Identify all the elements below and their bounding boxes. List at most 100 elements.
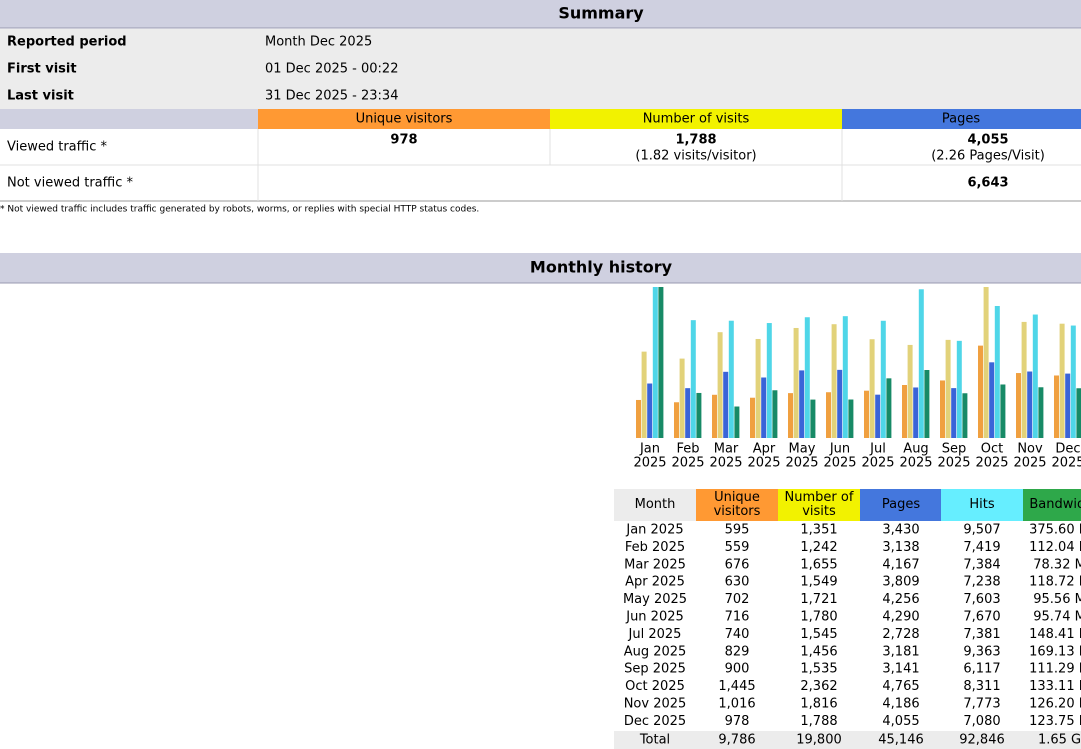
bar <box>989 362 995 438</box>
value-cell: 169.13 MB <box>1029 644 1081 659</box>
bar <box>728 320 734 438</box>
bar <box>907 344 913 438</box>
header-wrap: Hits <box>969 497 995 512</box>
row-label: Viewed traffic * <box>7 140 107 155</box>
bar <box>772 390 778 438</box>
bar <box>869 339 875 438</box>
value-cell: 2,728 <box>882 627 919 642</box>
bar <box>956 340 962 438</box>
bar <box>674 402 679 438</box>
bar <box>793 327 799 438</box>
pages-value: 6,643 <box>967 176 1008 191</box>
bar <box>1076 388 1081 438</box>
value-cell: 78.32 MB <box>1033 557 1081 572</box>
bar <box>652 287 658 438</box>
value-cell: 1,721 <box>800 592 837 607</box>
value-cell: 118.72 MB <box>1029 575 1081 590</box>
column-header: Number of visits <box>784 490 854 519</box>
bar <box>734 406 740 438</box>
bar <box>864 390 869 438</box>
bar <box>723 371 729 438</box>
x-tick-label: Nov <box>1017 442 1043 457</box>
value-cell: 4,765 <box>882 679 919 694</box>
bar <box>636 399 641 438</box>
month-cell: Oct 2025 <box>625 679 685 694</box>
bar <box>766 323 772 438</box>
value-cell: 1,456 <box>800 644 837 659</box>
value-cell: 4,256 <box>882 592 919 607</box>
x-tick-label: Aug <box>903 442 928 457</box>
value-cell: 2,362 <box>800 679 837 694</box>
value-cell: 740 <box>725 627 750 642</box>
x-tick-label: Jul <box>869 442 886 457</box>
history-title-bar <box>0 253 1081 283</box>
visits-value: 1,788 <box>675 133 716 148</box>
total-cell: 9,786 <box>718 733 755 748</box>
x-tick-label: Mar <box>714 442 739 457</box>
value-cell: 630 <box>725 575 750 590</box>
column-header: Hits <box>969 497 995 512</box>
info-label: First visit <box>7 62 77 77</box>
table-header-cell <box>860 489 942 521</box>
month-cell: Jul 2025 <box>628 627 682 642</box>
bar <box>848 399 854 438</box>
value-cell: 1,780 <box>800 610 837 625</box>
value-cell: 9,363 <box>963 644 1000 659</box>
x-tick-label: Apr <box>753 442 776 457</box>
summary-title-bar <box>0 0 1081 28</box>
summary-info-bg <box>0 29 1081 109</box>
column-header: Number of visits <box>643 112 750 127</box>
value-cell: 3,181 <box>882 644 919 659</box>
header-wrap: Pages <box>881 497 921 512</box>
x-tick-label: 2025 <box>861 456 894 471</box>
value-cell: 1,445 <box>718 679 755 694</box>
value-cell: 7,773 <box>963 697 1000 712</box>
value-cell: 1,549 <box>800 575 837 590</box>
column-header: Pages <box>881 497 921 512</box>
x-tick-label: 2025 <box>1013 456 1046 471</box>
table-header-cell <box>941 489 1023 521</box>
row-label: Not viewed traffic * <box>7 176 133 191</box>
month-cell: Apr 2025 <box>625 575 685 590</box>
x-tick-label: 2025 <box>937 456 970 471</box>
info-label: Last visit <box>7 89 74 104</box>
header-wrap: Number of visits <box>784 490 854 519</box>
bar <box>1000 384 1006 438</box>
bar <box>1070 325 1076 438</box>
bar <box>831 324 837 438</box>
total-cell: 45,146 <box>878 733 924 748</box>
bar <box>940 380 945 438</box>
info-value: 01 Dec 2025 - 00:22 <box>265 62 398 77</box>
pages-value: 4,055 <box>967 133 1008 148</box>
value-cell: 7,603 <box>963 592 1000 607</box>
month-cell: Dec 2025 <box>624 714 686 729</box>
bar <box>750 397 755 438</box>
summary-grid <box>0 129 1081 202</box>
x-tick-label: Dec <box>1055 442 1080 457</box>
column-header: Unique visitors <box>713 490 761 519</box>
bar <box>799 370 805 438</box>
value-cell: 7,670 <box>963 610 1000 625</box>
bar <box>1059 323 1065 438</box>
history: Jan2025Feb2025Mar2025Apr2025May2025Jun20… <box>614 287 1081 749</box>
value-cell: 375.60 MB <box>1029 523 1081 538</box>
header-wrap: Unique visitors <box>713 490 761 519</box>
bar <box>761 377 767 438</box>
x-tick-label: 2025 <box>823 456 856 471</box>
value-cell: 8,311 <box>963 679 1000 694</box>
value-cell: 900 <box>725 662 750 677</box>
pages-note: (2.26 Pages/Visit) <box>931 149 1045 164</box>
column-header: Unique visitors <box>356 112 453 127</box>
bar <box>1032 314 1038 438</box>
value-cell: 7,381 <box>963 627 1000 642</box>
x-tick-label: 2025 <box>975 456 1008 471</box>
x-tick-label: 2025 <box>1051 456 1081 471</box>
table-header-cell <box>614 489 696 521</box>
value-cell: 676 <box>725 557 750 572</box>
value-cell: 9,507 <box>963 523 1000 538</box>
bar <box>880 320 886 438</box>
bar <box>1021 321 1027 438</box>
header-pages <box>842 109 1081 129</box>
